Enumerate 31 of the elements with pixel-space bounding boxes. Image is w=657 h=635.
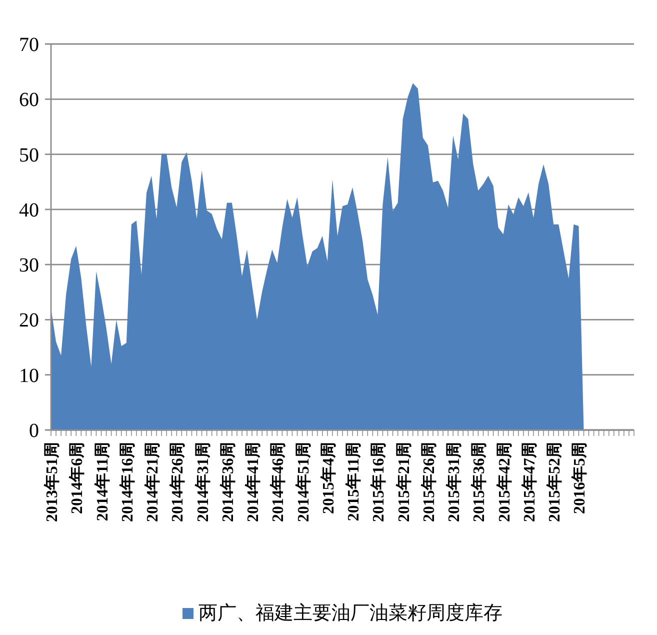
- legend-label: 两广、福建主要油厂油菜籽周度库存: [198, 602, 502, 624]
- x-tick-label: 2015年4周: [319, 442, 338, 514]
- y-tick-label: 60: [19, 89, 39, 112]
- x-tick-label: 2014年26周: [168, 442, 187, 522]
- x-tick-label: 2015年36周: [470, 442, 488, 522]
- x-tick-label: 2015年52周: [546, 442, 564, 522]
- x-tick-label: 2013年51周: [43, 442, 61, 522]
- y-tick-label: 0: [29, 420, 39, 442]
- x-tick-label: 2014年41周: [244, 442, 262, 522]
- x-tick-label: 2016年5周: [570, 442, 589, 514]
- y-tick-label: 10: [19, 364, 39, 387]
- x-tick-label: 2015年26周: [420, 442, 438, 522]
- x-tick-label: 2014年11周: [93, 442, 112, 522]
- x-tick-label: 2014年16周: [118, 442, 136, 522]
- x-tick-label: 2014年36周: [218, 442, 237, 522]
- x-tick-label: 2014年21周: [144, 442, 162, 522]
- x-tick-label: 2014年51周: [294, 442, 312, 522]
- x-tick-label: 2014年31周: [194, 442, 212, 522]
- x-tick-label: 2014年6周: [68, 442, 86, 514]
- y-tick-label: 40: [19, 199, 39, 222]
- y-tick-label: 20: [19, 310, 39, 332]
- x-tick-label: 2015年47周: [520, 442, 538, 522]
- y-tick-label: 30: [19, 254, 39, 277]
- x-tick-label: 2015年16周: [370, 442, 388, 522]
- x-tick-label: 2014年46周: [269, 442, 288, 522]
- x-tick-label: 2015年21周: [394, 442, 413, 522]
- x-tick-label: 2015年11周: [344, 442, 363, 522]
- x-tick-label: 2015年42周: [495, 442, 514, 522]
- x-tick-label: 2015年31周: [445, 442, 464, 522]
- y-tick-label: 70: [19, 34, 39, 56]
- y-tick-label: 50: [19, 144, 39, 166]
